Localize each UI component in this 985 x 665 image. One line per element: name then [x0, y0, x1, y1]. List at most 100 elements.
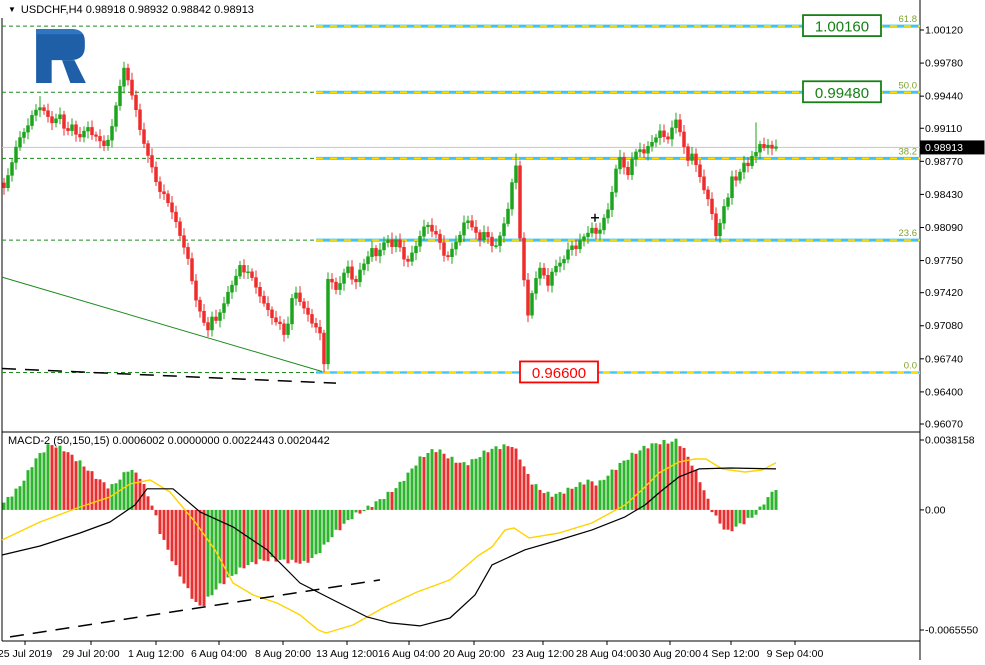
current-price-badge: [920, 140, 985, 155]
macd-histogram-bar: [618, 462, 622, 510]
macd-histogram-bar: [490, 448, 494, 510]
candle-body: [18, 137, 22, 148]
time-axis-label: 28 Aug 04:00: [576, 648, 638, 660]
candle-body: [158, 181, 162, 192]
macd-main-line: [1, 467, 777, 627]
candle-body: [298, 292, 302, 302]
fib-price-box-50.0[interactable]: [802, 80, 882, 104]
macd-histogram-bar: [758, 506, 762, 510]
fib-price-box-61.8[interactable]: [802, 14, 882, 38]
macd-histogram-bar: [186, 509, 190, 589]
time-axis-label: 1 Aug 12:00: [128, 648, 184, 660]
macd-histogram-bar: [178, 509, 182, 577]
macd-histogram-bar: [194, 509, 198, 602]
macd-histogram-bar: [198, 509, 202, 606]
candle-body: [486, 232, 490, 238]
candle-body: [690, 153, 694, 161]
candle-body: [558, 262, 562, 267]
macd-histogram-bar: [298, 509, 302, 564]
candle-body: [766, 144, 770, 149]
candle-body: [14, 146, 18, 163]
candle-body: [42, 107, 46, 111]
candle-body: [506, 208, 510, 224]
price-axis[interactable]: 1.00120 0.99780 0.99440 0.99110 0.98770 0.984…: [920, 25, 985, 431]
candle-body: [302, 301, 306, 309]
macd-histogram-bar: [214, 509, 218, 590]
candle-body: [754, 151, 758, 157]
support-dashed-trendline[interactable]: [1, 367, 337, 384]
candle-body: [254, 277, 258, 288]
candle-body: [286, 323, 290, 335]
candle-body: [546, 275, 550, 286]
candle-body: [306, 307, 310, 315]
macd-histogram-bar: [138, 478, 142, 510]
time-axis-label: 25 Jul 2019: [0, 648, 52, 660]
candle-body: [198, 299, 202, 312]
macd-histogram-bar: [734, 509, 738, 527]
candle-body: [522, 237, 526, 281]
candle-body: [266, 303, 270, 311]
candle-body: [134, 94, 138, 110]
macd-histogram-bar: [374, 501, 378, 510]
candle-body: [670, 127, 674, 140]
candle-body: [714, 213, 718, 236]
candle-body: [650, 142, 654, 147]
macd-histogram-bar: [442, 453, 446, 510]
macd-histogram-bar: [482, 450, 486, 510]
candle-body: [334, 281, 338, 290]
fib-price-box-0.0[interactable]: [519, 360, 599, 384]
symbol-dropdown-icon[interactable]: ▼: [8, 5, 16, 14]
macd-histogram-bar: [726, 509, 730, 530]
candle-body: [462, 222, 466, 236]
time-axis-label: 16 Aug 04:00: [378, 648, 440, 660]
macd-histogram-bar: [418, 456, 422, 510]
candle-body: [658, 130, 662, 138]
cross-marker[interactable]: [591, 213, 599, 222]
candle-body: [62, 114, 66, 129]
macd-histogram-bar: [630, 452, 634, 510]
macd-dashed-trendline[interactable]: [9, 579, 381, 638]
candle-body: [598, 229, 602, 234]
macd-histogram-bar: [278, 509, 282, 560]
time-axis[interactable]: 25 Jul 2019 29 Jul 20:00 1 Aug 12:00 6 Aug …: [0, 641, 823, 660]
macd-histogram-bar: [130, 469, 134, 510]
candle-body: [378, 249, 382, 257]
macd-histogram-bar: [398, 481, 402, 510]
candle-body: [94, 134, 98, 137]
macd-histogram-bar: [62, 451, 66, 510]
macd-histogram-bar: [762, 504, 766, 510]
macd-histogram-bar: [546, 491, 550, 510]
macd-histogram-bar: [658, 444, 662, 510]
candle-body: [350, 266, 354, 280]
fib-percent-label-61.8: 61.8: [899, 14, 918, 25]
macd-histogram-bar: [678, 446, 682, 510]
price-axis-label: 0.97420: [925, 287, 963, 299]
candle-body: [710, 198, 714, 214]
macd-histogram-bar: [366, 505, 370, 510]
candle-body: [582, 236, 586, 241]
candle-body: [586, 232, 590, 237]
macd-histogram-bar: [50, 445, 54, 510]
macd-histogram-bar: [94, 478, 98, 510]
macd-histogram-bar: [262, 509, 266, 561]
macd-histogram-bar: [10, 496, 14, 510]
candle-body: [382, 242, 386, 251]
descending-trendline[interactable]: [1, 276, 323, 372]
candle-body: [554, 266, 558, 273]
macd-histogram-bar: [710, 509, 714, 513]
macd-histogram-bar: [478, 457, 482, 510]
macd-histogram-bar: [54, 447, 58, 510]
candle-body: [526, 279, 530, 316]
macd-histogram-bar: [410, 468, 414, 510]
macd-histogram-bar: [386, 491, 390, 510]
candle-body: [458, 234, 462, 243]
candle-body: [694, 153, 698, 166]
candle-body: [494, 245, 498, 247]
time-axis-label: 23 Aug 12:00: [512, 648, 574, 660]
candle-body: [342, 272, 346, 284]
fib-price-box-text-61.8: 1.00160: [815, 19, 869, 36]
candle-body: [430, 224, 434, 232]
price-axis-label: 0.99440: [925, 91, 963, 103]
candle-body: [210, 316, 214, 331]
